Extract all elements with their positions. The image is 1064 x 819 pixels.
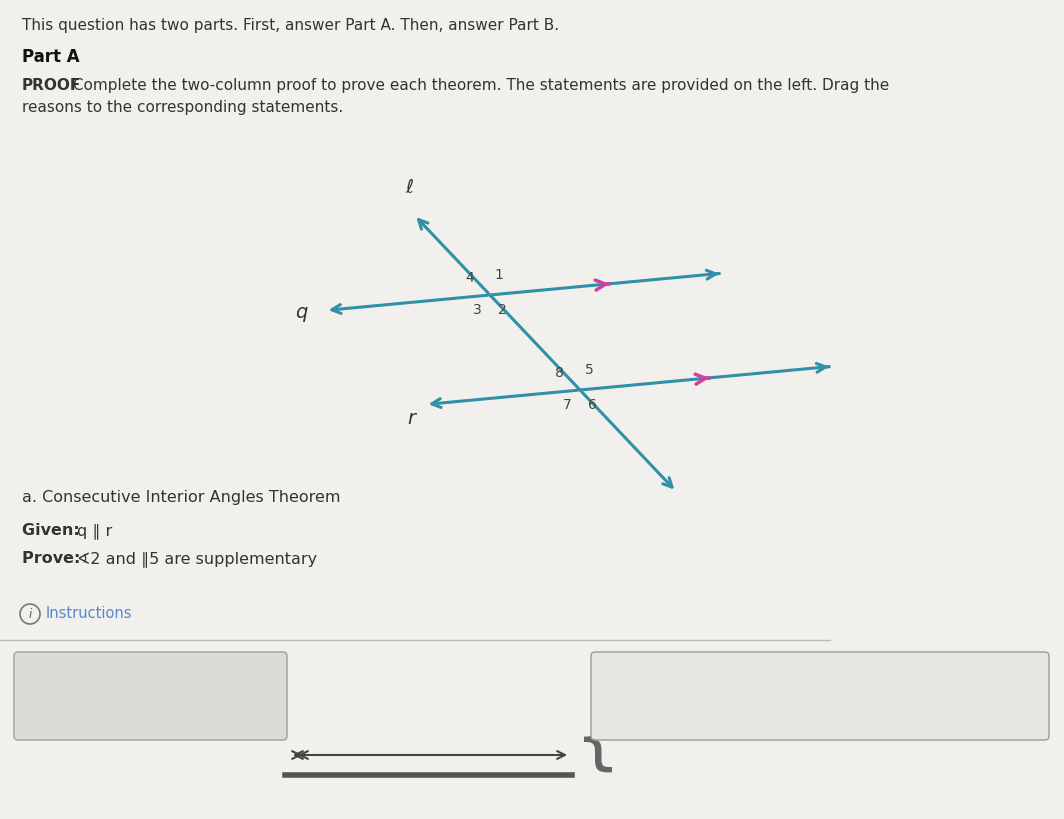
Text: {: { (575, 705, 621, 775)
Text: Complete the two-column proof to prove each theorem. The statements are provided: Complete the two-column proof to prove e… (68, 78, 890, 93)
Text: 1. p ∥  r: 1. p ∥ r (119, 688, 181, 706)
Text: 6: 6 (588, 398, 597, 412)
Text: reasons to the corresponding statements.: reasons to the corresponding statements. (22, 100, 344, 115)
FancyBboxPatch shape (591, 652, 1049, 740)
Text: 5: 5 (585, 363, 594, 378)
Text: q ∥ r: q ∥ r (77, 523, 112, 539)
Text: 2: 2 (498, 303, 506, 317)
Text: 1: 1 (495, 268, 503, 283)
Text: r: r (408, 409, 416, 428)
Text: PROOF: PROOF (22, 78, 81, 93)
Text: Given:: Given: (22, 523, 85, 538)
Text: 7: 7 (563, 398, 572, 412)
Text: Instructions: Instructions (46, 607, 133, 622)
Text: $\ell$: $\ell$ (404, 179, 414, 197)
Text: 3: 3 (473, 303, 482, 317)
Text: q: q (296, 303, 307, 322)
Text: This question has two parts. First, answer Part A. Then, answer Part B.: This question has two parts. First, answ… (22, 18, 559, 33)
Text: 8: 8 (555, 366, 564, 380)
Text: ∢2 and ∥5 are supplementary: ∢2 and ∥5 are supplementary (77, 551, 317, 567)
Text: Prove:: Prove: (22, 551, 86, 566)
Text: a. Consecutive Interior Angles Theorem: a. Consecutive Interior Angles Theorem (22, 490, 340, 505)
FancyBboxPatch shape (14, 652, 287, 740)
Text: i: i (29, 608, 32, 621)
Text: 4: 4 (465, 271, 473, 285)
Text: Part A: Part A (22, 48, 80, 66)
